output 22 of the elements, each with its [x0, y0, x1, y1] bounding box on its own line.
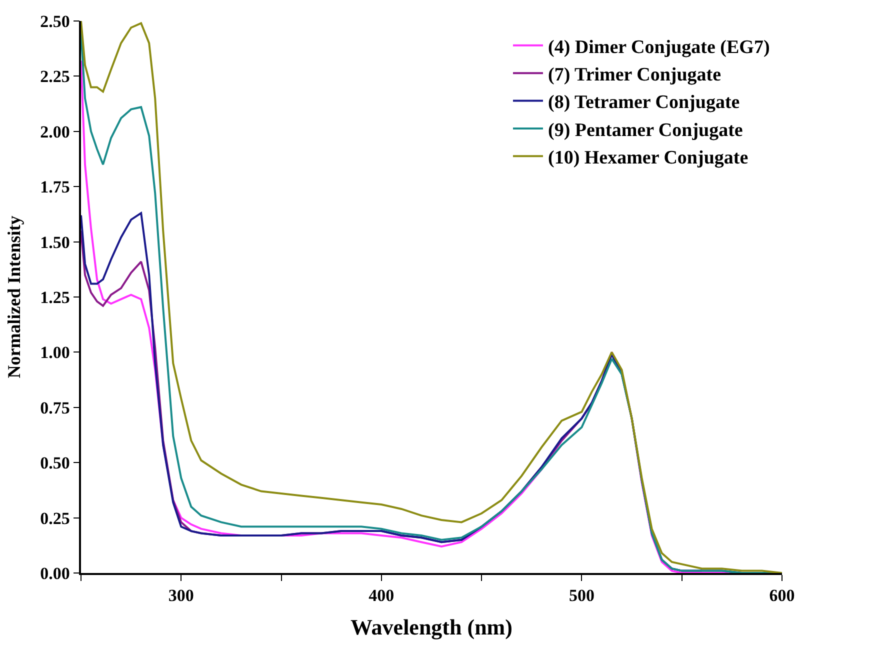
y-tick-label: 1.75 [40, 178, 70, 197]
x-axis-title: Wavelength (nm) [350, 614, 512, 640]
y-tick-label: 2.50 [40, 12, 70, 31]
y-tick-label: 1.25 [40, 288, 70, 307]
y-tick-label: 2.25 [40, 67, 70, 86]
x-tick-label: 300 [168, 586, 194, 606]
legend-label: (10) Hexamer Conjugate [548, 148, 748, 169]
y-tick-label: 1.00 [40, 343, 70, 362]
x-tick-label: 400 [368, 586, 394, 606]
y-axis-title: Normalized Intensity [4, 216, 24, 378]
y-tick-label: 0.75 [40, 398, 70, 418]
legend-label: (7) Trimer Conjugate [548, 64, 722, 86]
y-tick-label: 1.50 [40, 232, 70, 252]
x-tick-label: 600 [769, 586, 795, 606]
y-tick-label: 2.00 [40, 122, 70, 142]
legend-label: (4) Dimer Conjugate (EG7) [548, 36, 770, 58]
legend-label: (9) Pentamer Conjugate [548, 120, 743, 141]
y-tick-label: 0.25 [40, 508, 70, 528]
x-tick-label: 500 [568, 586, 594, 606]
y-tick-label: 0.00 [40, 564, 70, 583]
y-tick-label: 0.50 [40, 454, 70, 473]
legend-label: (8) Tetramer Conjugate [548, 92, 740, 114]
